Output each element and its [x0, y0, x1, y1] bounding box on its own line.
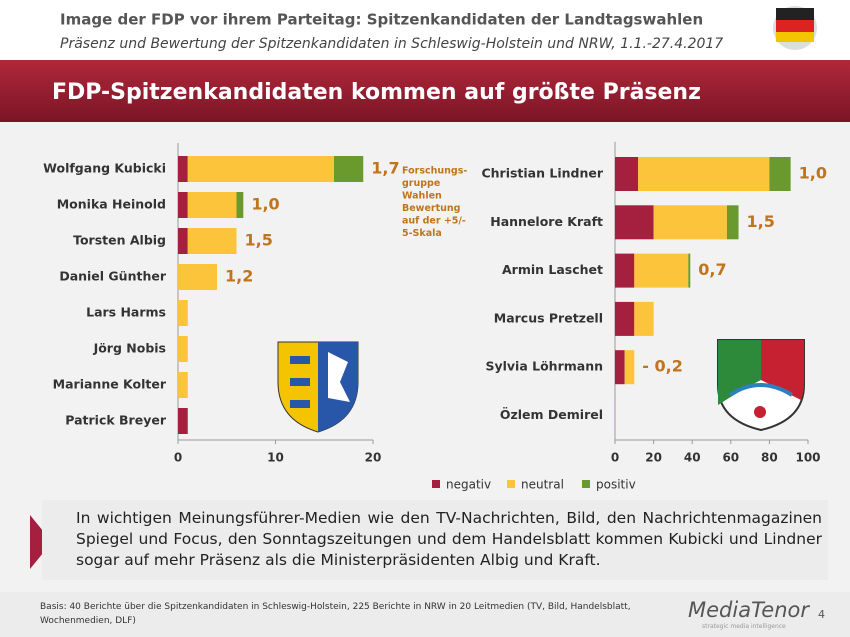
legend-label: negativ [446, 478, 491, 492]
banner-text: FDP-Spitzenkandidaten kommen auf größte … [52, 80, 701, 105]
rating-label: 1,0 [251, 195, 279, 214]
bar-segment [615, 253, 635, 288]
basis: Basis: 40 Berichte über die Spitzenkandi… [40, 602, 631, 626]
x-tick-label: 80 [761, 451, 778, 465]
logo: MediaTenor [688, 598, 810, 622]
bar-segment [615, 205, 654, 240]
legend-swatch [507, 480, 515, 488]
x-tick-label: 20 [365, 451, 382, 465]
x-tick-label: 10 [267, 451, 284, 465]
category-label: Hannelore Kraft [490, 214, 603, 229]
legend-label: neutral [521, 478, 564, 492]
rating-label: 1,0 [799, 164, 827, 183]
nrw-coat-of-arms [717, 339, 805, 432]
rating-label: 1,7 [371, 159, 399, 178]
rating-label: 0,7 [698, 260, 726, 279]
legend-swatch [432, 480, 440, 488]
x-tick-label: 60 [722, 451, 739, 465]
bar-segment [178, 300, 188, 326]
bar-segment [615, 157, 639, 191]
category-label: Marcus Pretzell [494, 310, 603, 325]
x-tick-label: 20 [645, 451, 662, 465]
flag-icon [773, 6, 817, 50]
rating-label: 1,5 [747, 212, 775, 231]
body-text: In wichtigen Meinungsführer-Medien wie d… [76, 509, 822, 569]
category-label: Torsten Albig [73, 233, 166, 248]
sh-coat-of-arms [277, 341, 359, 433]
page-number: 4 [818, 608, 825, 621]
category-label: Lars Harms [86, 305, 166, 320]
bar-segment [615, 301, 635, 336]
category-label: Monika Heinold [57, 197, 166, 212]
x-tick-label: 100 [795, 451, 820, 465]
annotation: Bewertung [402, 203, 460, 214]
annotation: Wahlen [402, 191, 442, 202]
x-tick-label: 0 [611, 451, 619, 465]
bar-segment [178, 408, 188, 434]
category-label: Wolfgang Kubicki [43, 161, 166, 176]
subtitle: Präsenz und Bewertung der Spitzenkandida… [60, 36, 723, 52]
bar-segment [187, 156, 334, 182]
banner [0, 60, 850, 122]
category-label: Jörg Nobis [93, 341, 166, 356]
category-label: Christian Lindner [481, 166, 603, 181]
legend-swatch [582, 480, 590, 488]
category-label: Armin Laschet [502, 262, 603, 277]
bar-segment [769, 157, 791, 191]
bar-segment [187, 192, 237, 218]
category-label: Daniel Günther [59, 269, 167, 284]
bar-segment [236, 192, 244, 218]
category-label: Patrick Breyer [65, 413, 167, 428]
bar-segment [615, 398, 616, 433]
category-label: Sylvia Löhrmann [485, 359, 603, 374]
tagline: strategic media intelligence [702, 623, 786, 630]
annotation: 5-Skala [402, 228, 442, 239]
annotation: gruppe [402, 178, 440, 189]
title: Image der FDP vor ihrem Parteitag: Spitz… [60, 11, 703, 29]
bar-segment [624, 350, 635, 385]
bar-segment [187, 228, 237, 254]
bar-segment [726, 205, 739, 240]
bar-segment [334, 156, 364, 182]
bar-segment [178, 264, 217, 290]
rating-label: 1,5 [245, 231, 273, 250]
bar-segment [653, 205, 727, 240]
bar-segment [178, 156, 188, 182]
bar-segment [638, 157, 770, 191]
x-tick-label: 0 [174, 451, 182, 465]
category-label: Özlem Demirel [500, 407, 603, 422]
text-box: In wichtigen Meinungsführer-Medien wie d… [42, 500, 828, 580]
bar-segment [178, 372, 188, 398]
rating-label: - 0,2 [642, 357, 683, 376]
bar-segment [178, 228, 188, 254]
category-label: Marianne Kolter [53, 377, 167, 392]
bar-segment [688, 253, 691, 288]
annotation: Forschungs- [402, 166, 467, 177]
bar-segment [615, 350, 625, 385]
legend-label: positiv [596, 478, 636, 492]
x-tick-label: 40 [684, 451, 701, 465]
arrow [30, 515, 52, 569]
bar-segment [634, 253, 689, 288]
bar-segment [178, 192, 188, 218]
bar-segment [634, 301, 654, 336]
annotation: auf der +5/- [402, 216, 466, 227]
footer: Basis: 40 Berichte über die Spitzenkandi… [0, 592, 850, 637]
rating-label: 1,2 [225, 267, 253, 286]
bar-segment [178, 336, 188, 362]
